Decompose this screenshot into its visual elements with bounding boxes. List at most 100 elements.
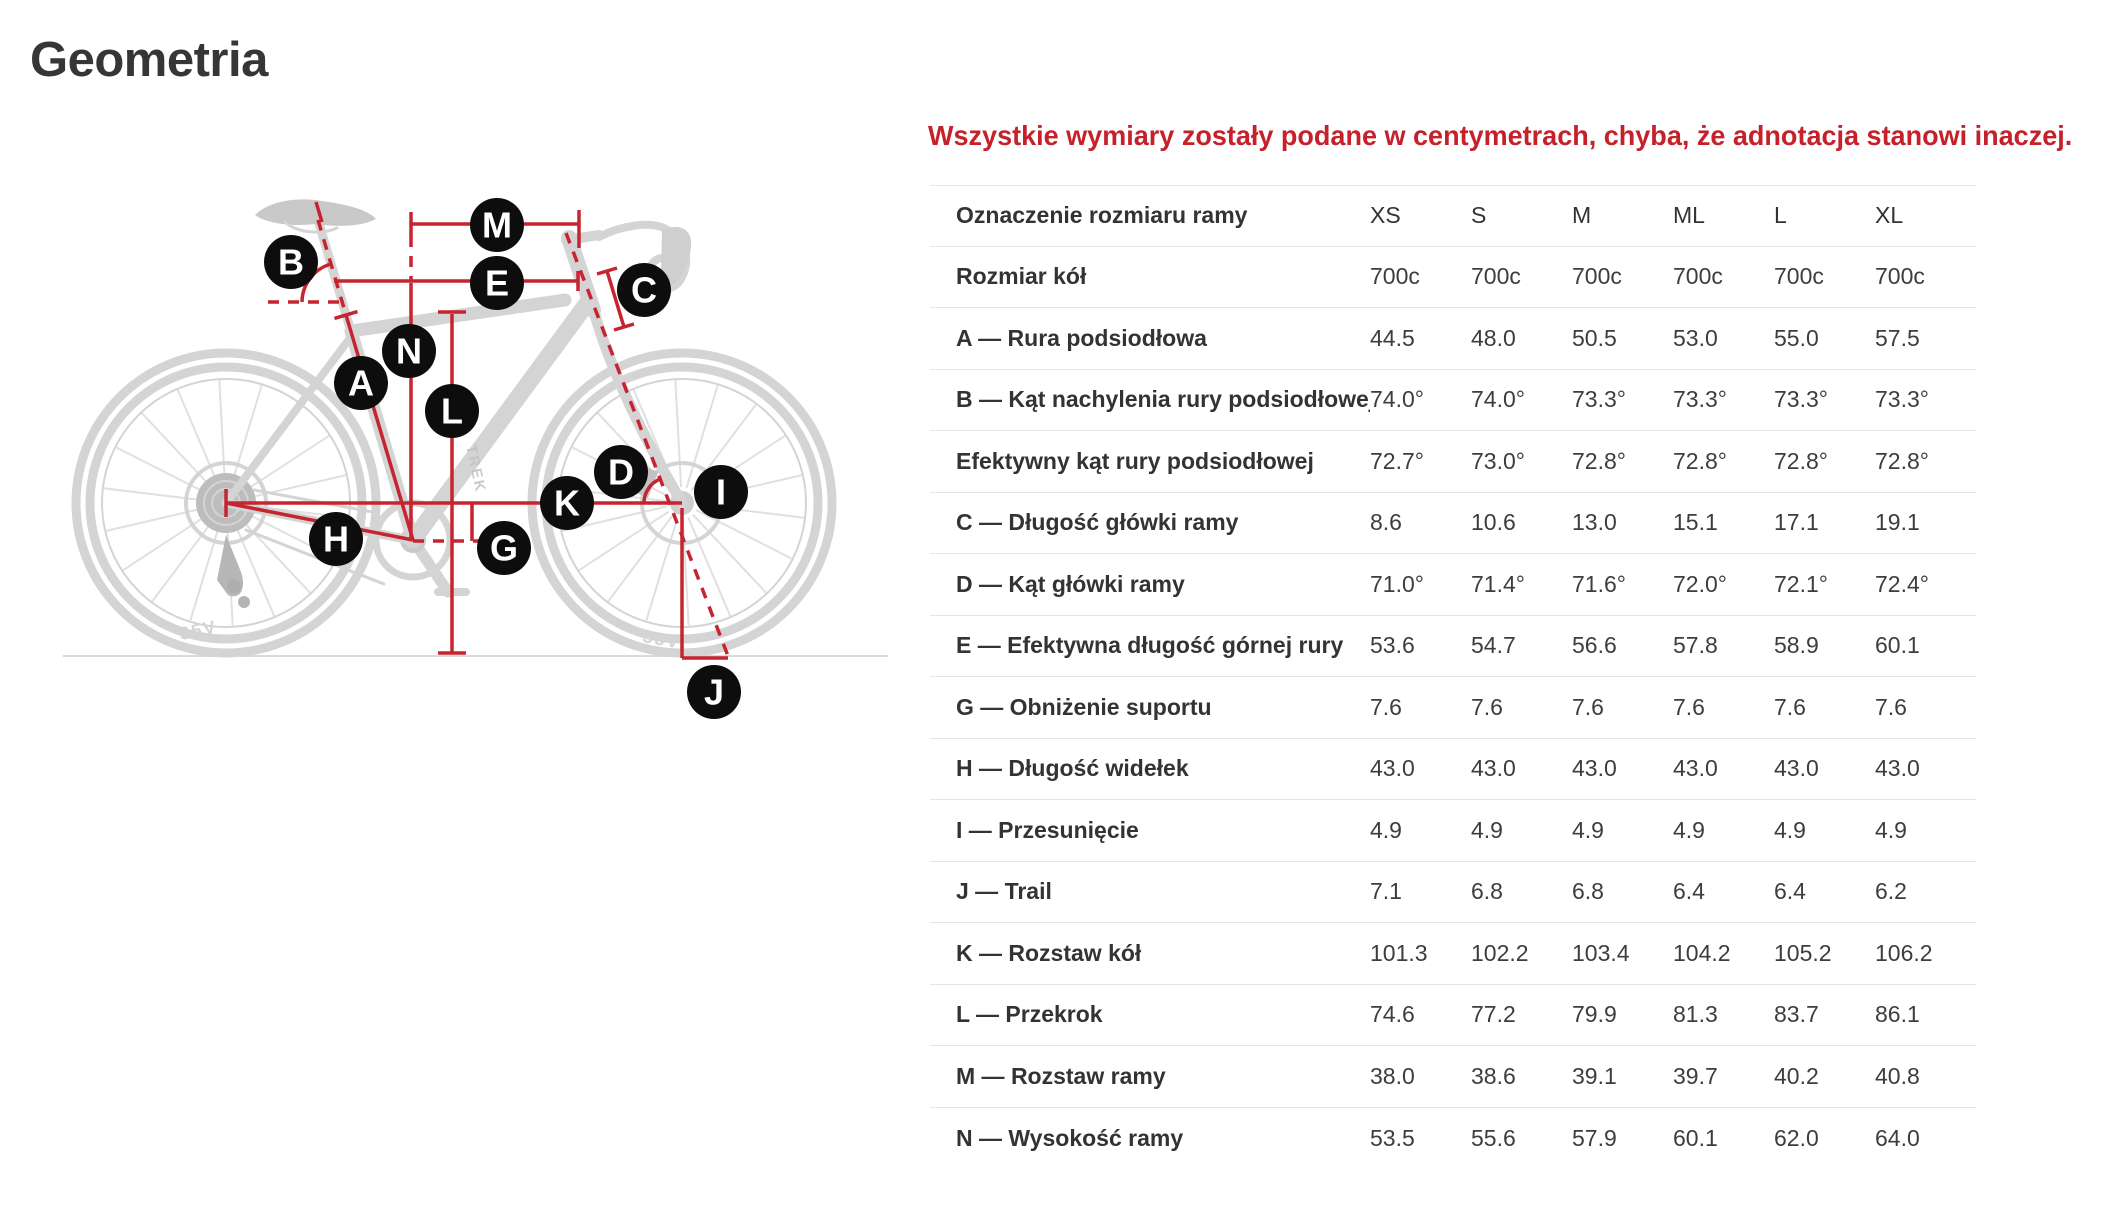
svg-text:H: H <box>323 519 349 560</box>
saddle-rails <box>283 220 339 234</box>
cell-value: 10.6 <box>1471 509 1516 536</box>
svg-text:E: E <box>485 263 509 304</box>
cell-value: 700c <box>1774 263 1824 290</box>
cell-value: 7.6 <box>1471 693 1503 720</box>
cell-value: 79.9 <box>1572 1001 1617 1028</box>
geometry-table: Oznaczenie rozmiaru ramy XS S M ML L XL … <box>930 185 1976 1169</box>
cell-value: 54.7 <box>1471 632 1516 659</box>
cell-value: 7.6 <box>1774 693 1806 720</box>
seat-axis-dashed <box>316 219 348 316</box>
cell-value: 6.4 <box>1673 878 1705 905</box>
size-column-xl: XL <box>1875 202 1904 229</box>
cell-value: 73.3° <box>1875 386 1929 413</box>
diagram-marker-m: M <box>470 198 524 252</box>
measure-L-line <box>438 310 466 655</box>
cell-value: 4.9 <box>1673 816 1705 843</box>
cell-value: 4.9 <box>1471 816 1503 843</box>
cell-value: 700c <box>1875 263 1925 290</box>
cell-value: 6.4 <box>1774 878 1806 905</box>
table-header-row: Oznaczenie rozmiaru ramy XS S M ML L XL <box>930 185 1976 247</box>
diagram-marker-h: H <box>309 512 363 566</box>
cell-value: 77.2 <box>1471 1001 1516 1028</box>
svg-text:J: J <box>704 672 724 713</box>
svg-text:C: C <box>631 270 657 311</box>
row-label: B — Kąt nachylenia rury podsiodłowej <box>956 386 1370 413</box>
cell-value: 72.0° <box>1673 570 1727 597</box>
seat-axis-stub <box>314 201 324 223</box>
bike-geometry-diagram: 35V 35V <box>63 198 888 719</box>
row-label: Rozmiar kół <box>956 263 1087 290</box>
diagram-marker-c: C <box>617 263 671 317</box>
cell-value: 4.9 <box>1572 816 1604 843</box>
cell-value: 39.7 <box>1673 1062 1718 1089</box>
cell-value: 86.1 <box>1875 1001 1920 1028</box>
cell-value: 43.0 <box>1875 755 1920 782</box>
cell-value: 57.9 <box>1572 1124 1617 1151</box>
cell-value: 73.3° <box>1572 386 1626 413</box>
cell-value: 72.7° <box>1370 447 1424 474</box>
cell-value: 73.0° <box>1471 447 1525 474</box>
table-row: M — Rozstaw ramy 38.0 38.6 39.1 39.7 40.2 40.8 <box>930 1046 1976 1108</box>
svg-text:I: I <box>716 472 726 513</box>
cell-value: 50.5 <box>1572 324 1617 351</box>
cell-value: 74.0° <box>1370 386 1424 413</box>
cell-value: 13.0 <box>1572 509 1617 536</box>
cell-value: 6.8 <box>1572 878 1604 905</box>
cell-value: 43.0 <box>1572 755 1617 782</box>
cell-value: 48.0 <box>1471 324 1516 351</box>
cell-value: 7.6 <box>1875 693 1907 720</box>
top-tube <box>344 293 572 338</box>
row-label: M — Rozstaw ramy <box>956 1062 1166 1089</box>
row-label: A — Rura podsiodłowa <box>956 324 1207 351</box>
cell-value: 74.6 <box>1370 1001 1415 1028</box>
table-row: C — Długość główki ramy 8.6 10.6 13.0 15.1 17… <box>930 493 1976 554</box>
table-row: H — Długość widełek 43.0 43.0 43.0 43.0 43.0 4… <box>930 739 1976 800</box>
cell-value: 6.8 <box>1471 878 1503 905</box>
diagram-marker-l: L <box>425 384 479 438</box>
diagram-marker-n: N <box>382 324 436 378</box>
cell-value: 700c <box>1471 263 1521 290</box>
units-note: Wszystkie wymiary zostały podane w centy… <box>928 120 2073 151</box>
row-label: D — Kąt główki ramy <box>956 570 1185 597</box>
table-row: L — Przekrok 74.6 77.2 79.9 81.3 83.7 86.1 <box>930 985 1976 1046</box>
svg-text:G: G <box>490 528 518 569</box>
svg-text:N: N <box>396 331 422 372</box>
row-label: N — Wysokość ramy <box>956 1124 1184 1151</box>
measure-A-line <box>334 309 415 541</box>
size-column-xs: XS <box>1370 202 1401 229</box>
size-column-ml: ML <box>1673 202 1705 229</box>
row-label: E — Efektywna długość górnej rury <box>956 632 1344 659</box>
diagram-marker-e: E <box>470 256 524 310</box>
row-label: I — Przesunięcie <box>956 816 1139 843</box>
size-column-l: L <box>1774 202 1787 229</box>
row-label: K — Rozstaw kół <box>956 939 1142 966</box>
seat-stay <box>222 334 354 507</box>
diagram-marker-j: J <box>687 665 741 719</box>
cell-value: 64.0 <box>1875 1124 1920 1151</box>
cell-value: 74.0° <box>1471 386 1525 413</box>
row-label: G — Obniżenie suportu <box>956 693 1212 720</box>
cell-value: 62.0 <box>1774 1124 1819 1151</box>
cell-value: 60.1 <box>1673 1124 1718 1151</box>
table-row: D — Kąt główki ramy 71.0° 71.4° 71.6° 72.0° 7… <box>930 554 1976 616</box>
cell-value: 17.1 <box>1774 509 1819 536</box>
table-row: I — Przesunięcie 4.9 4.9 4.9 4.9 4.9 4.9 <box>930 800 1976 862</box>
cell-value: 4.9 <box>1370 816 1402 843</box>
measure-E-line <box>334 271 580 291</box>
page-title: Geometria <box>30 33 268 87</box>
measure-IJ-lines <box>680 508 728 660</box>
table-row: G — Obniżenie suportu 7.6 7.6 7.6 7.6 7.6 7.6 <box>930 677 1976 739</box>
svg-text:K: K <box>554 483 580 524</box>
row-label: H — Długość widełek <box>956 755 1189 782</box>
cell-value: 57.5 <box>1875 324 1920 351</box>
table-row: E — Efektywna długość górnej rury 53.6 54.… <box>930 616 1976 677</box>
row-label: J — Trail <box>956 878 1052 905</box>
cell-value: 19.1 <box>1875 509 1920 536</box>
diagram-marker-d: D <box>594 445 648 499</box>
svg-text:D: D <box>608 452 634 493</box>
cell-value: 8.6 <box>1370 509 1402 536</box>
table-row: J — Trail 7.1 6.8 6.8 6.4 6.4 6.2 <box>930 862 1976 923</box>
measure-D-arc <box>642 477 661 504</box>
diagram-marker-i: I <box>694 465 748 519</box>
cell-value: 72.8° <box>1875 447 1929 474</box>
